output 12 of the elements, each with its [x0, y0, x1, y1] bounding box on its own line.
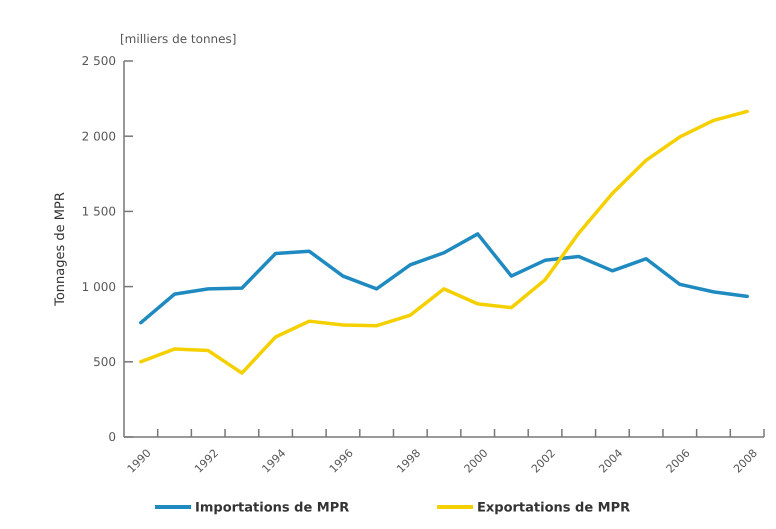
y-axis-title: Tonnages de MPR [53, 192, 68, 307]
text: [milliers de tonnes] [120, 32, 236, 46]
y-tick-label: 1 000 [82, 280, 116, 294]
y-tick-label: 500 [93, 355, 116, 369]
y-tick-label: 1 500 [82, 204, 116, 219]
legend-label: Exportations de MPR [477, 500, 630, 516]
y-tick-label: 0 [108, 430, 116, 444]
legend-label: Importations de MPR [195, 500, 350, 516]
y-tick-label: 2 000 [82, 129, 116, 144]
line-series [139, 232, 749, 324]
y-tick-label: 2 500 [82, 54, 116, 68]
line-series [139, 110, 749, 375]
